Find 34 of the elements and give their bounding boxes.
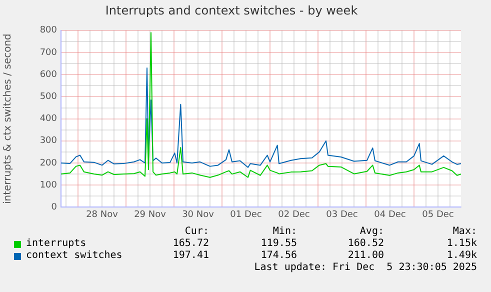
text: Min: (272, 226, 297, 238)
text: Cur: (184, 226, 209, 238)
x-tick-label: 28 Nov (86, 210, 119, 220)
y-tick-label: 700 (40, 48, 58, 58)
legend-label: context switches (26, 250, 122, 262)
text: 197.41 (172, 250, 209, 262)
y-tick-label: 300 (40, 136, 58, 146)
y-tick-label: 800 (40, 26, 58, 36)
y-tick-label: 100 (40, 180, 58, 190)
text: 1.49k (446, 250, 477, 262)
y-axis-title: interrupts & ctx switches / second (2, 34, 14, 204)
x-tick-label: 04 Dec (374, 210, 406, 220)
text: 165.72 (172, 238, 209, 250)
chart-title: Interrupts and context switches - by week (105, 3, 358, 18)
x-tick-label: 03 Dec (326, 210, 358, 220)
text: 160.52 (348, 238, 384, 250)
text: Max: (452, 226, 477, 238)
legend-label: interrupts (26, 238, 86, 250)
x-tick-label: 30 Nov (182, 210, 215, 220)
x-tick-label: 29 Nov (134, 210, 167, 220)
text: 1.15k (446, 238, 477, 250)
x-tick-label: 05 Dec (422, 210, 454, 220)
text: 119.55 (260, 238, 297, 250)
text: 174.56 (260, 250, 297, 262)
y-tick-label: 0 (51, 202, 58, 213)
x-tick-label: 01 Dec (230, 210, 262, 220)
y-tick-label: 200 (40, 158, 58, 168)
x-tick-label: 02 Dec (278, 210, 310, 220)
y-tick-label: 600 (40, 70, 58, 80)
y-tick-label: 400 (40, 114, 58, 124)
text: 211.00 (348, 250, 384, 262)
text: Last update: Fri Dec 5 23:30:05 2025 (254, 262, 477, 274)
text: Avg: (360, 226, 384, 238)
y-tick-label: 500 (40, 92, 58, 102)
